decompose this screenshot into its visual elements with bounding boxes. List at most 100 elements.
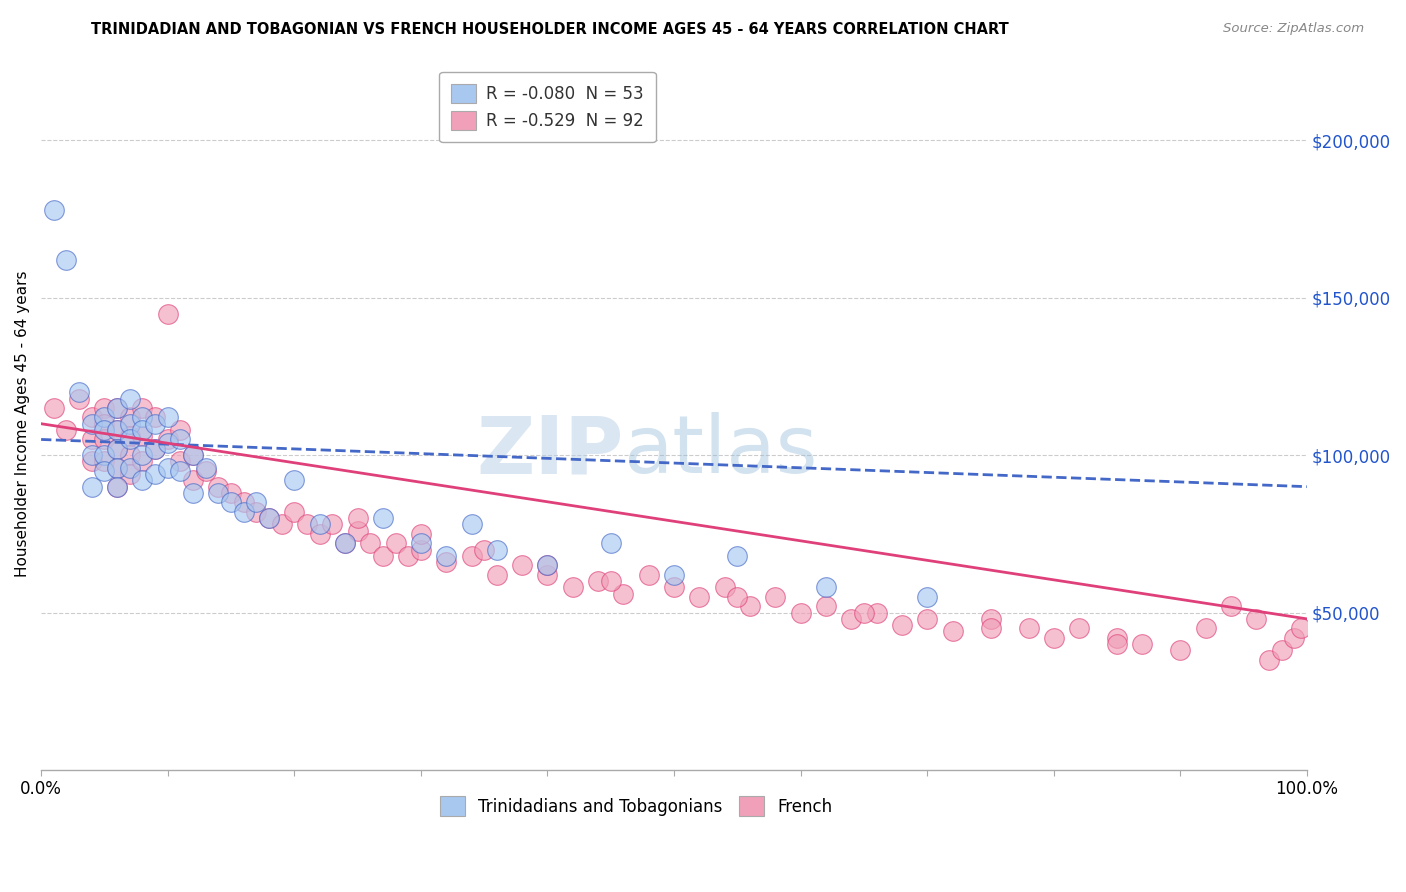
Point	[181, 474, 204, 488]
Point	[915, 612, 938, 626]
Point	[143, 442, 166, 456]
Point	[105, 423, 128, 437]
Point	[105, 480, 128, 494]
Point	[105, 442, 128, 456]
Point	[915, 590, 938, 604]
Text: TRINIDADIAN AND TOBAGONIAN VS FRENCH HOUSEHOLDER INCOME AGES 45 - 64 YEARS CORRE: TRINIDADIAN AND TOBAGONIAN VS FRENCH HOU…	[91, 22, 1010, 37]
Point	[143, 467, 166, 481]
Point	[245, 505, 267, 519]
Point	[143, 410, 166, 425]
Point	[219, 495, 242, 509]
Point	[599, 536, 621, 550]
Text: Source: ZipAtlas.com: Source: ZipAtlas.com	[1223, 22, 1364, 36]
Point	[852, 606, 875, 620]
Point	[814, 599, 837, 614]
Point	[941, 624, 963, 639]
Point	[409, 542, 432, 557]
Legend: Trinidadians and Tobagonians, French: Trinidadians and Tobagonians, French	[432, 788, 841, 824]
Point	[485, 567, 508, 582]
Point	[207, 480, 229, 494]
Point	[839, 612, 862, 626]
Point	[105, 460, 128, 475]
Point	[1018, 621, 1040, 635]
Point	[1284, 631, 1306, 645]
Point	[308, 517, 330, 532]
Point	[865, 606, 887, 620]
Point	[207, 486, 229, 500]
Point	[118, 448, 141, 462]
Point	[118, 392, 141, 406]
Point	[510, 558, 533, 573]
Point	[93, 448, 115, 462]
Point	[118, 429, 141, 443]
Y-axis label: Householder Income Ages 45 - 64 years: Householder Income Ages 45 - 64 years	[15, 270, 30, 577]
Point	[169, 423, 191, 437]
Point	[688, 590, 710, 604]
Point	[105, 423, 128, 437]
Point	[143, 442, 166, 456]
Text: atlas: atlas	[623, 412, 818, 491]
Point	[485, 542, 508, 557]
Point	[131, 448, 153, 462]
Point	[55, 253, 77, 268]
Point	[181, 448, 204, 462]
Point	[1220, 599, 1243, 614]
Point	[42, 401, 65, 415]
Point	[725, 590, 748, 604]
Point	[472, 542, 495, 557]
Point	[384, 536, 406, 550]
Point	[93, 401, 115, 415]
Point	[131, 401, 153, 415]
Point	[536, 558, 558, 573]
Point	[156, 435, 179, 450]
Point	[156, 307, 179, 321]
Point	[67, 392, 90, 406]
Point	[93, 417, 115, 431]
Point	[232, 505, 254, 519]
Point	[637, 567, 659, 582]
Point	[1258, 653, 1281, 667]
Point	[131, 429, 153, 443]
Point	[460, 549, 482, 563]
Point	[359, 536, 381, 550]
Point	[814, 581, 837, 595]
Point	[333, 536, 356, 550]
Point	[105, 480, 128, 494]
Point	[283, 474, 305, 488]
Point	[156, 460, 179, 475]
Point	[1271, 643, 1294, 657]
Point	[245, 495, 267, 509]
Point	[219, 486, 242, 500]
Point	[80, 448, 103, 462]
Point	[131, 423, 153, 437]
Point	[118, 417, 141, 431]
Point	[270, 517, 292, 532]
Point	[93, 423, 115, 437]
Point	[93, 433, 115, 447]
Point	[980, 612, 1002, 626]
Point	[333, 536, 356, 550]
Point	[1107, 631, 1129, 645]
Point	[118, 460, 141, 475]
Point	[169, 454, 191, 468]
Point	[725, 549, 748, 563]
Point	[1289, 621, 1312, 635]
Point	[80, 454, 103, 468]
Point	[118, 433, 141, 447]
Point	[105, 442, 128, 456]
Point	[789, 606, 811, 620]
Point	[181, 486, 204, 500]
Point	[55, 423, 77, 437]
Point	[662, 581, 685, 595]
Point	[409, 536, 432, 550]
Point	[156, 410, 179, 425]
Point	[1069, 621, 1091, 635]
Point	[80, 417, 103, 431]
Point	[156, 433, 179, 447]
Point	[80, 480, 103, 494]
Point	[434, 555, 457, 569]
Point	[143, 417, 166, 431]
Point	[42, 202, 65, 217]
Point	[586, 574, 609, 588]
Point	[93, 454, 115, 468]
